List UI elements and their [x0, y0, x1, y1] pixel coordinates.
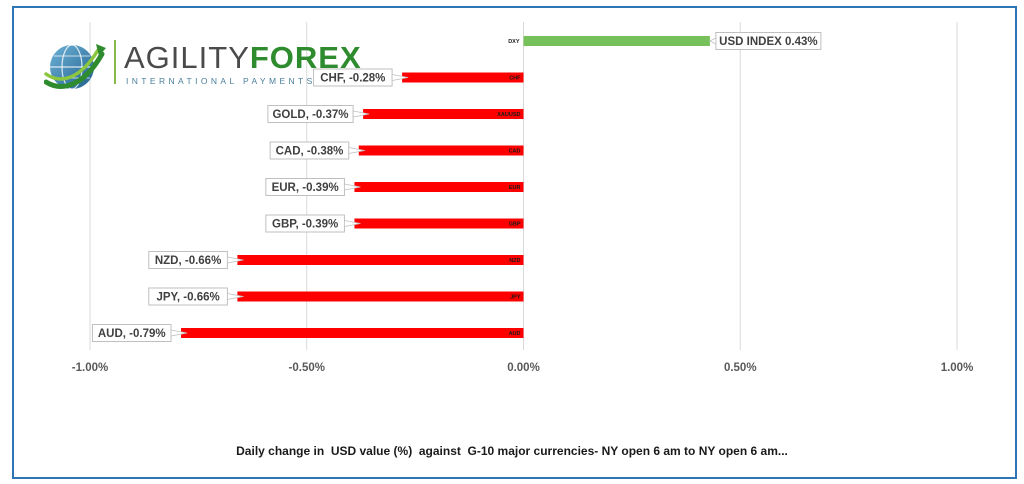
- data-labels: DXY USD INDEX 0.43% CHF CHF, -0.28% XAUUSD GO…: [91, 32, 822, 342]
- bar-xauusd: [363, 109, 524, 119]
- data-label-pointer: [226, 293, 244, 300]
- category-tick-label: CHF: [509, 76, 521, 82]
- data-label-pointer: [344, 220, 361, 227]
- data-label-pointer: [226, 256, 244, 264]
- data-label-eur: EUR, -0.39%: [265, 178, 361, 196]
- data-label-aud: AUD, -0.79%: [91, 324, 188, 342]
- logo-wordmark-part1: AGILITY: [124, 40, 250, 75]
- bar-jpy: [237, 291, 524, 302]
- data-label-jpy: JPY, -0.66%: [148, 287, 244, 306]
- data-label-text: AUD, -0.79%: [98, 328, 166, 340]
- data-label-pointer: [391, 74, 409, 81]
- category-tick-label: JPY: [510, 295, 521, 301]
- brand-logo: AGILITYFOREX INTERNATIONAL PAYMENTS: [44, 36, 361, 98]
- category-tick-label: NZD: [509, 258, 520, 264]
- data-label-nzd: NZD, -0.66%: [148, 251, 244, 269]
- logo-wordmark: AGILITYFOREX: [124, 42, 362, 74]
- chart-frame: [12, 6, 1017, 479]
- x-tick-label: -1.00%: [72, 362, 108, 374]
- data-label-pointer: [709, 37, 717, 45]
- bars: [181, 36, 710, 338]
- data-label-text: NZD, -0.66%: [155, 255, 221, 267]
- data-label-pointer: [344, 183, 361, 191]
- category-tick-label: GBP: [509, 222, 521, 228]
- data-label-text: EUR, -0.39%: [272, 182, 339, 194]
- data-label-text: GBP, -0.39%: [272, 219, 338, 231]
- x-tick-label: 0.00%: [507, 362, 540, 374]
- globe-swoosh-logo-icon: [44, 44, 106, 90]
- category-tick-label: EUR: [509, 185, 521, 191]
- bar-dxy: [523, 36, 710, 46]
- category-tick-label: CAD: [509, 149, 521, 155]
- data-label-gbp: GBP, -0.39%: [265, 214, 361, 233]
- data-label-pointer: [352, 110, 370, 118]
- data-label-text: USD INDEX 0.43%: [719, 36, 817, 48]
- x-tick-label: -0.50%: [289, 362, 325, 374]
- category-tick-label: DXY: [508, 39, 520, 45]
- x-axis-ticks: -1.00% -0.50% 0.00% 0.50% 1.00%: [72, 362, 974, 374]
- data-label-cad: CAD, -0.38%: [269, 141, 365, 160]
- logo-divider: [114, 40, 116, 84]
- bar-aud: [181, 328, 524, 338]
- data-label-dxy: USD INDEX 0.43%: [709, 32, 822, 50]
- data-label-pointer: [348, 147, 365, 154]
- bar-nzd: [237, 255, 524, 265]
- x-tick-label: 0.50%: [724, 362, 757, 374]
- bar-gbp: [354, 218, 524, 229]
- logo-tagline: INTERNATIONAL PAYMENTS: [126, 76, 316, 86]
- bar-eur: [354, 182, 524, 192]
- data-label-text: JPY, -0.66%: [156, 292, 219, 304]
- bar-cad: [358, 145, 524, 156]
- data-label-text: CAD, -0.38%: [276, 146, 344, 158]
- data-label-text: GOLD, -0.37%: [272, 109, 348, 121]
- category-tick-label: XAUUSD: [497, 112, 520, 118]
- bar-chf: [402, 72, 524, 83]
- x-tick-label: 1.00%: [941, 362, 974, 374]
- data-label-text: CHF, -0.28%: [320, 73, 385, 85]
- chart-caption: Daily change in USD value (%) against G-…: [236, 444, 788, 458]
- category-tick-label: AUD: [509, 331, 521, 337]
- data-label-xauusd: GOLD, -0.37%: [267, 105, 370, 123]
- data-label-chf: CHF, -0.28%: [313, 68, 409, 87]
- data-label-pointer: [170, 329, 188, 337]
- logo-wordmark-part2: FOREX: [249, 40, 362, 75]
